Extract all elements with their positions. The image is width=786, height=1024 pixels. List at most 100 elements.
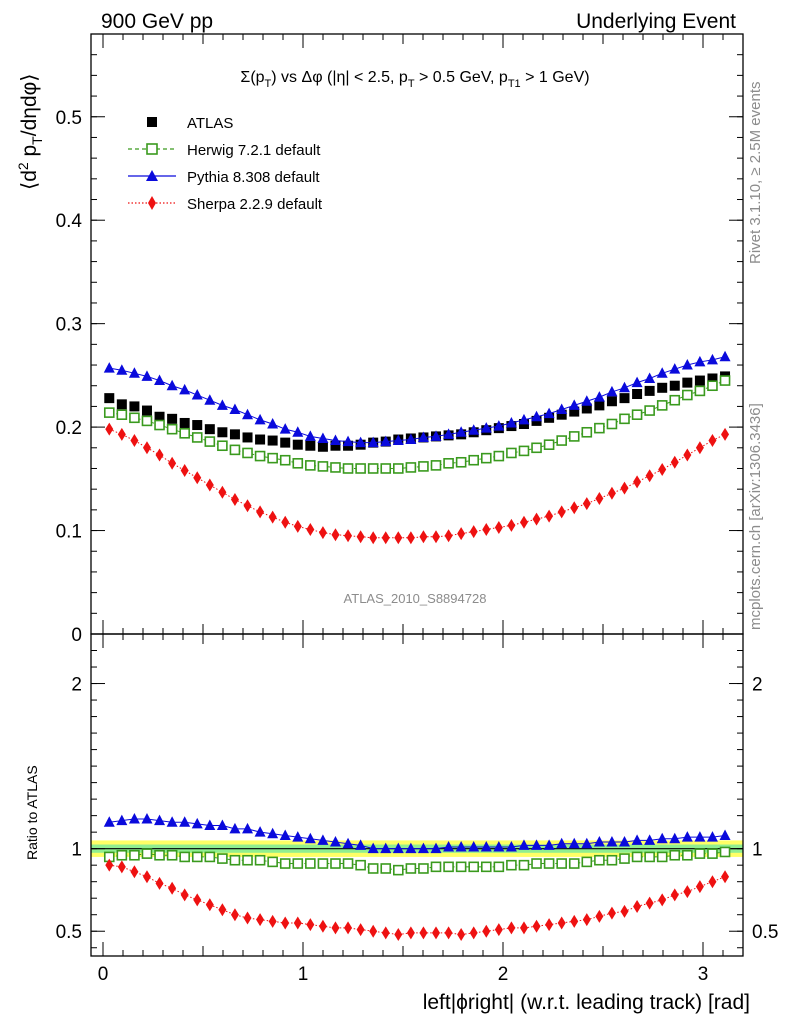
main-series-layer [103,350,731,545]
data-point-herwig [254,450,266,462]
main-title: Σ(pT) vs Δφ (|η| < 2.5, pT > 0.5 GeV, pT… [240,69,589,90]
data-point-herwig [531,442,542,454]
data-point-pythia [593,391,605,402]
data-point-herwig [217,440,228,452]
data-point-atlas [644,385,655,396]
data-point-sherpa [394,531,403,545]
data-point-herwig [644,405,655,416]
series-sherpa [105,858,730,942]
data-point-pythia [166,379,178,391]
data-point-herwig [455,456,467,468]
data-point-atlas [267,435,278,446]
data-point-herwig [129,412,140,424]
data-point-sherpa [432,926,440,940]
data-point-sherpa [243,499,252,513]
data-point-sherpa [117,860,126,874]
data-point-pythia [606,385,618,397]
y-tick-label: 0.3 [56,315,82,336]
data-point-pythia [468,841,480,852]
data-point-pythia [543,839,555,850]
data-point-pythia [505,841,517,852]
data-point-pythia [367,436,379,448]
data-point-herwig [254,854,266,866]
data-point-sherpa [557,916,566,930]
data-point-herwig [267,856,278,868]
data-point-pythia [556,403,568,415]
data-point-herwig [191,432,203,443]
data-point-sherpa [444,926,453,940]
data-point-sherpa [180,888,189,902]
data-point-atlas [179,417,190,428]
data-point-sherpa [432,530,440,544]
data-point-herwig [455,861,467,873]
data-point-pythia [568,837,580,849]
data-point-pythia [480,422,492,433]
data-point-herwig [267,452,278,464]
data-point-pythia [279,829,291,840]
data-point-pythia [581,837,593,849]
x-tick-label: 2 [498,964,509,985]
data-point-pythia [593,836,605,847]
data-point-herwig [179,428,190,439]
data-point-sherpa [168,456,177,470]
data-point-pythia [216,399,228,410]
data-point-herwig [166,423,178,435]
data-point-herwig [242,854,253,866]
data-point-pythia [443,428,455,439]
data-point-atlas [116,399,127,410]
data-point-sherpa [545,918,554,932]
data-point-herwig [468,861,480,873]
data-point-herwig [518,859,530,871]
data-point-sherpa [721,427,730,441]
data-point-herwig [367,463,379,474]
y-tick-label: 0.4 [56,211,83,232]
data-point-sherpa [256,505,265,519]
data-point-sherpa [557,505,566,519]
data-point-herwig [506,447,517,459]
data-point-herwig [129,849,140,861]
data-point-sherpa [582,913,591,927]
data-point-herwig [279,454,291,466]
data-point-atlas [280,437,291,448]
data-point-pythia [531,410,543,422]
data-point-sherpa [607,906,616,920]
y-tick-label: 0.1 [56,522,82,543]
data-point-atlas [556,409,567,420]
data-point-atlas [594,400,605,411]
data-point-pythia [304,832,316,844]
data-point-herwig [166,849,178,861]
data-point-sherpa [356,530,365,544]
data-point-sherpa [595,909,604,923]
x-tick-label: 1 [298,964,309,985]
ratio-panel: 0.5 0.5 1 1 2 2 0 1 2 3 Ratio to ATLAS left|ϕrigh… [24,633,778,1014]
data-point-pythia [480,841,492,852]
data-point-herwig [418,863,429,874]
data-point-atlas [569,406,580,417]
data-point-sherpa [142,441,151,455]
data-point-atlas [317,441,328,452]
data-point-sherpa [205,898,214,912]
data-point-atlas [217,427,228,438]
legend-label-atlas: ATLAS [187,115,233,132]
y-tick-label: 1 [71,840,82,861]
data-point-sherpa [519,515,528,529]
x-tick-label: 3 [698,964,709,985]
data-point-sherpa [457,527,466,541]
main-axis-ticks: 0 0.1 0.2 0.3 0.4 0.5 [56,33,744,646]
data-point-herwig [342,858,354,869]
data-point-herwig [141,415,153,427]
data-point-sherpa [381,531,390,545]
legend-label-sherpa: Sherpa 2.2.9 default [187,196,323,213]
data-point-herwig [543,858,555,869]
y-tick-label: 0.2 [56,418,82,439]
data-point-pythia [468,424,480,435]
data-point-pythia [216,819,228,831]
data-point-pythia [644,834,656,845]
data-point-herwig [405,863,417,874]
data-point-pythia [317,432,329,443]
analysis-watermark: ATLAS_2010_S8894728 [344,591,487,606]
data-point-herwig [719,375,731,386]
data-point-herwig [707,848,718,859]
y-tick-label: 0 [71,625,82,646]
data-point-herwig [606,418,618,430]
